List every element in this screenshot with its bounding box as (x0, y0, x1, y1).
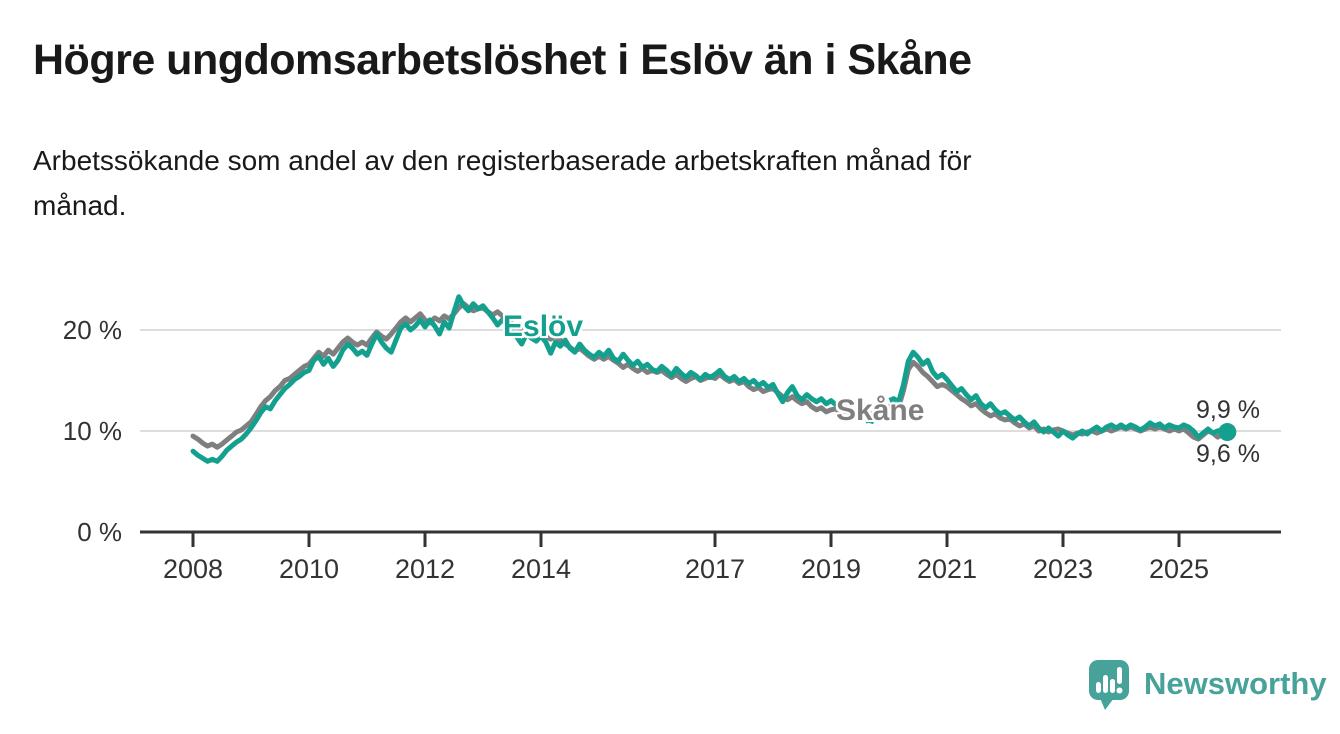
y-axis-label: 20 % (63, 315, 122, 345)
value-label-eslov: 9,9 % (1196, 396, 1260, 424)
exclamation-icon (1117, 667, 1122, 684)
eslov-line (190, 294, 848, 464)
chart-subtitle-line2: månad. (33, 190, 127, 221)
chart-subtitle-line1: Arbetssökande som andel av den registerb… (33, 145, 972, 176)
chart-subtitle: Arbetssökande som andel av den registerb… (33, 138, 1253, 228)
x-axis-label: 2017 (685, 554, 745, 584)
newsworthy-logo-text: Newsworthy (1144, 666, 1327, 701)
x-axis-label: 2014 (511, 554, 571, 584)
eslov-line (896, 349, 1230, 441)
chart-title: Högre ungdomsarbetslöshet i Eslöv än i S… (33, 36, 972, 84)
x-axis-label: 2012 (395, 554, 455, 584)
x-axis-label: 2025 (1149, 554, 1209, 584)
bar-chart-icon (1096, 682, 1101, 693)
eslov-line-dashed (844, 396, 901, 430)
y-axis-label: 10 % (63, 416, 122, 446)
newsworthy-logo-icon (1089, 660, 1129, 710)
x-axis-label: 2008 (163, 554, 223, 584)
series-label-skane: Skåne (836, 394, 925, 427)
series-label-eslov: Eslöv (503, 310, 584, 343)
x-axis-label: 2010 (279, 554, 339, 584)
value-label-skane: 9,6 % (1196, 440, 1260, 468)
x-axis-label: 2023 (1033, 554, 1093, 584)
speech-bubble-tail-icon (1100, 698, 1114, 710)
x-axis-label: 2021 (917, 554, 977, 584)
newsworthy-logo: Newsworthy (1088, 658, 1327, 710)
y-axis-label: 0 % (77, 517, 122, 547)
eslov-end-dot (1218, 423, 1237, 442)
x-axis-label: 2019 (801, 554, 861, 584)
